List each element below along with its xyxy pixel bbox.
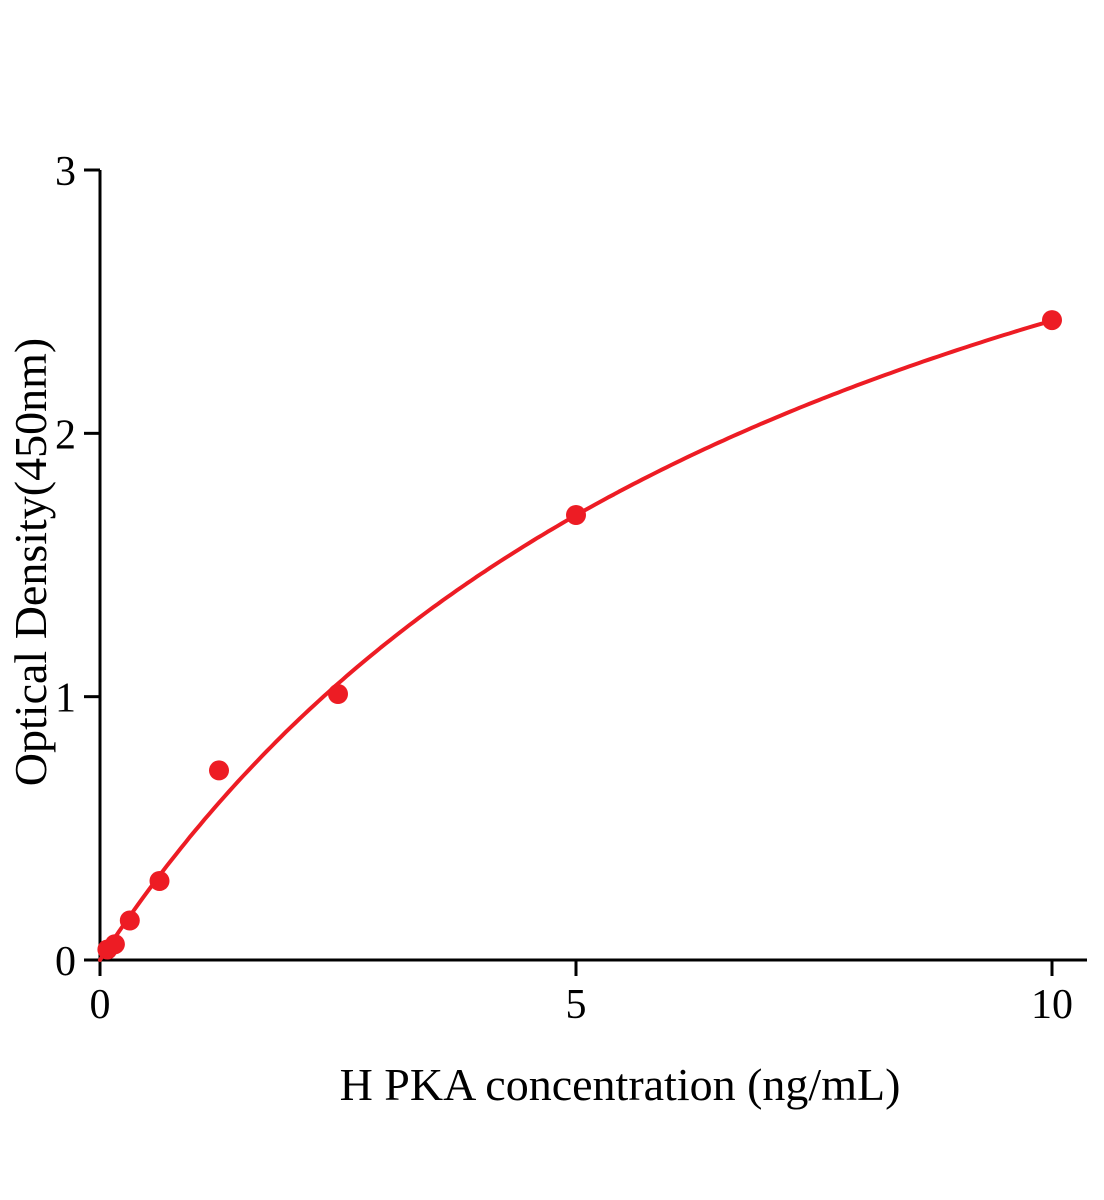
y-axis-tick-label: 2 (55, 412, 76, 458)
y-axis-title: Optical Density(450nm) (5, 338, 56, 786)
data-point (1042, 310, 1062, 331)
axes: 0 5 10 0 1 2 3 (55, 149, 1087, 1028)
data-point (104, 934, 125, 955)
y-axis-tick-label: 0 (55, 939, 76, 985)
axis-spines (98, 170, 1087, 962)
x-axis-tick-label: 5 (566, 982, 587, 1028)
y-axis-tick-label: 1 (55, 676, 76, 722)
x-axis-title: H PKA concentration (ng/mL) (340, 1059, 901, 1110)
fit-curve (98, 318, 1054, 962)
x-axis-tick-label: 0 (90, 982, 111, 1028)
fit-curve-layer (98, 318, 1054, 962)
data-point (328, 684, 348, 704)
y-axis-tick-label: 3 (55, 149, 76, 195)
data-point (119, 910, 140, 931)
data-point (209, 760, 229, 781)
data-points-layer (97, 310, 1062, 960)
data-point (566, 505, 586, 525)
x-axis-tick-label: 10 (1031, 982, 1073, 1028)
data-point (149, 871, 170, 891)
